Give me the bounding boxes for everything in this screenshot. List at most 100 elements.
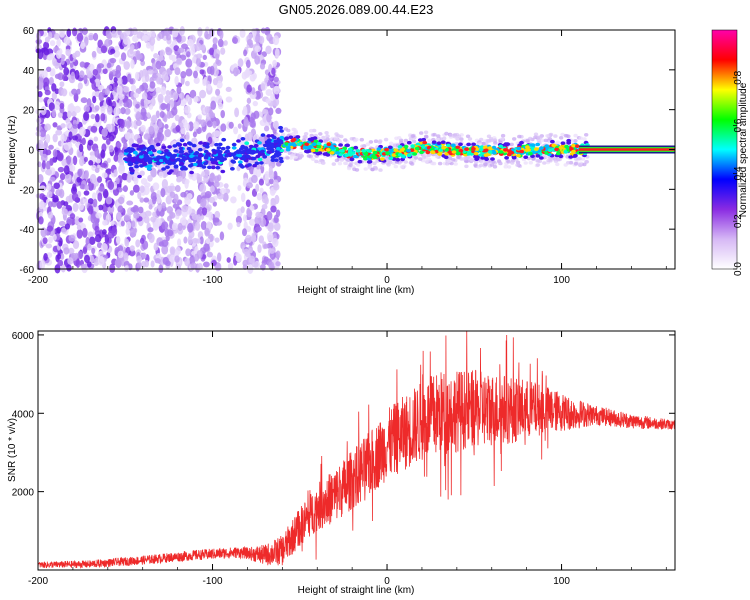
spectrogram-cell bbox=[118, 93, 125, 100]
spectrogram-cell bbox=[164, 128, 172, 138]
spectrogram-cell bbox=[149, 145, 154, 149]
spectrogram-cell bbox=[233, 156, 239, 160]
spectrogram-cell bbox=[397, 136, 402, 140]
spectrogram-cell bbox=[83, 156, 88, 163]
spectrogram-cell bbox=[175, 57, 183, 66]
spectrogram-cell bbox=[130, 59, 135, 69]
spectrogram-cell bbox=[473, 151, 479, 156]
spectrogram-cell bbox=[102, 229, 107, 235]
spectrogram-cell bbox=[271, 237, 279, 248]
spectrogram-cell bbox=[121, 75, 128, 85]
spectrogram-cell bbox=[142, 162, 148, 166]
spectrogram-cell bbox=[149, 81, 156, 89]
spectrogram-cell bbox=[288, 135, 294, 140]
spectrogram-cell bbox=[516, 146, 522, 151]
spectrogram-cell bbox=[170, 158, 176, 162]
spectrogram-cell bbox=[431, 140, 437, 144]
spectrogram-cell bbox=[500, 133, 506, 138]
y-tick-label: 0 bbox=[28, 146, 34, 157]
spectrogram-cell bbox=[260, 83, 266, 91]
spectrogram-cell bbox=[90, 114, 96, 120]
spectrogram-cell bbox=[432, 132, 437, 137]
spectrogram-cell bbox=[45, 168, 52, 176]
spectrogram-cell bbox=[66, 216, 73, 226]
spectrogram-cell bbox=[155, 142, 161, 147]
spectrogram-cell bbox=[215, 58, 220, 65]
spectrogram-cell bbox=[105, 196, 113, 205]
spectrogram-cell bbox=[53, 182, 60, 190]
spectrogram-cell bbox=[193, 96, 199, 103]
spectrogram-cell bbox=[128, 161, 134, 166]
spectrogram-cell bbox=[70, 71, 75, 80]
spectrogram-cell bbox=[156, 197, 162, 204]
spectrogram-cell bbox=[177, 47, 185, 53]
spectrogram-cell bbox=[500, 137, 505, 141]
spectrogram-cell bbox=[52, 133, 58, 143]
spectrogram-cell bbox=[537, 159, 543, 164]
spectrogram-cell bbox=[465, 134, 471, 139]
spectrogram-cell bbox=[230, 159, 236, 163]
spectrogram-cell bbox=[354, 137, 359, 142]
spectrogram-cell bbox=[265, 45, 272, 55]
spectrogram-cell bbox=[580, 157, 586, 161]
spectrogram-cell bbox=[109, 57, 117, 64]
spectrogram-cell bbox=[278, 139, 284, 143]
spectrogram-cell bbox=[165, 33, 172, 41]
x-tick-label: 0 bbox=[384, 275, 390, 286]
spectrogram-cell bbox=[160, 187, 166, 198]
spectrogram-cell bbox=[239, 28, 246, 38]
spectrogram-cell bbox=[254, 90, 261, 100]
spectrogram-cell bbox=[67, 257, 74, 265]
spectrogram-cell bbox=[72, 183, 77, 192]
spectrogram-cell bbox=[185, 131, 190, 142]
spectrogram-cell bbox=[130, 159, 136, 163]
spectrogram-cell bbox=[234, 107, 240, 118]
spectrogram-cell bbox=[251, 174, 258, 184]
spectrogram-cell bbox=[169, 254, 177, 263]
spectrogram-cell bbox=[63, 142, 71, 151]
spectrogram-cell bbox=[233, 126, 239, 135]
spectrogram-cell bbox=[225, 145, 231, 150]
spectrogram-cell bbox=[87, 181, 94, 191]
spectrogram-cell bbox=[195, 238, 201, 244]
spectrogram-cell bbox=[313, 139, 319, 144]
spectrogram-cell bbox=[80, 263, 87, 270]
spectrogram-cell bbox=[272, 59, 278, 67]
spectrogram-cell bbox=[231, 152, 237, 156]
spectrogram-cell bbox=[217, 142, 223, 147]
spectrogram-cell bbox=[245, 199, 251, 208]
spectrogram-cell bbox=[498, 140, 503, 144]
spectrogram-cell bbox=[206, 84, 212, 91]
spectrogram-cell bbox=[410, 144, 416, 148]
spectrogram-cell bbox=[90, 125, 98, 133]
spectrogram-cell bbox=[106, 62, 112, 69]
spectrogram-cell bbox=[52, 149, 58, 158]
spectrogram-cell bbox=[68, 165, 76, 172]
spectrogram-cell bbox=[164, 95, 171, 104]
spectrogram-cell bbox=[357, 159, 363, 164]
spectrogram-cell bbox=[271, 67, 276, 75]
spectrogram-cell bbox=[330, 146, 336, 150]
spectrogram-cell bbox=[120, 107, 126, 115]
spectrogram-cell bbox=[156, 76, 162, 85]
spectrogram-cell bbox=[98, 186, 105, 192]
spectrogram-cell bbox=[147, 174, 153, 182]
spectrogram-cell bbox=[367, 164, 372, 169]
spectrogram-cells bbox=[35, 25, 675, 274]
spectrogram-cell bbox=[331, 162, 336, 166]
spectrogram-cell bbox=[582, 137, 587, 141]
spectrogram-cell bbox=[279, 135, 285, 140]
spectrogram-cell bbox=[220, 169, 226, 174]
spectrogram-cell bbox=[147, 69, 154, 75]
spectrogram-cell bbox=[77, 82, 83, 90]
spectrogram-cell bbox=[47, 201, 53, 208]
spectrogram-cell bbox=[271, 135, 277, 140]
spectrogram-cell bbox=[68, 247, 75, 255]
spectrogram-cell bbox=[216, 80, 223, 89]
spectrogram-cell bbox=[492, 164, 498, 169]
spectrogram-cell bbox=[91, 192, 97, 200]
spectrogram-cell bbox=[255, 211, 262, 218]
spectrogram-cell bbox=[196, 173, 203, 183]
spectrogram-cell bbox=[159, 209, 165, 217]
spectrogram-cell bbox=[510, 161, 515, 165]
